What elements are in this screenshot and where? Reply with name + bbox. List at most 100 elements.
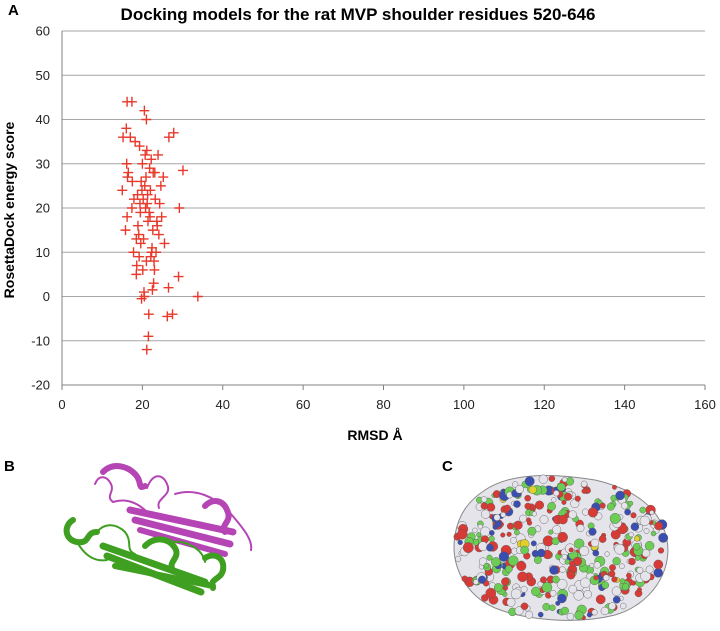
surface-atom bbox=[526, 520, 533, 526]
surface-atom bbox=[534, 500, 544, 510]
data-point bbox=[134, 141, 145, 152]
surface-atom bbox=[541, 582, 553, 593]
surface-atom bbox=[480, 509, 491, 519]
surface-atom bbox=[486, 554, 493, 561]
surface-atom bbox=[579, 545, 590, 556]
surface-atom bbox=[524, 502, 532, 510]
data-point bbox=[139, 105, 150, 116]
surface-atom bbox=[657, 547, 665, 554]
data-point bbox=[146, 154, 157, 165]
axis-layer bbox=[61, 31, 706, 390]
surface-atom bbox=[494, 583, 503, 592]
data-point bbox=[131, 260, 142, 271]
surface-atom bbox=[639, 515, 650, 527]
ribbon-structure-image bbox=[63, 463, 253, 596]
surface-atom bbox=[519, 514, 528, 523]
data-point bbox=[144, 207, 155, 218]
data-point bbox=[159, 238, 170, 249]
surface-atom bbox=[640, 570, 651, 582]
surface-atom bbox=[611, 576, 618, 583]
surface-atom bbox=[634, 555, 641, 561]
surface-atom bbox=[514, 529, 520, 536]
surface-atom bbox=[592, 549, 600, 557]
x-tick-label: 0 bbox=[58, 397, 65, 412]
data-point bbox=[117, 185, 128, 196]
x-tick-label: 160 bbox=[694, 397, 716, 412]
data-point bbox=[132, 220, 143, 231]
data-point bbox=[147, 284, 158, 295]
data-point bbox=[153, 229, 164, 240]
surface-atom bbox=[508, 555, 519, 566]
surface-atom bbox=[457, 539, 463, 546]
data-point bbox=[137, 158, 148, 169]
surface-atom bbox=[513, 500, 521, 508]
y-tick-label: 50 bbox=[36, 68, 50, 83]
surface-atom bbox=[513, 520, 523, 530]
surface-atom bbox=[503, 504, 511, 512]
surface-atom bbox=[561, 553, 568, 560]
data-point bbox=[145, 211, 156, 222]
x-tick-label: 80 bbox=[376, 397, 390, 412]
surface-atom bbox=[561, 499, 567, 505]
surface-atom bbox=[501, 577, 510, 586]
surface-atom bbox=[472, 527, 478, 533]
surface-atom bbox=[619, 578, 626, 584]
surface-atom bbox=[510, 537, 517, 544]
surface-atom bbox=[636, 566, 644, 574]
surface-atom bbox=[560, 606, 569, 615]
surface-atom bbox=[485, 587, 497, 599]
surface-atom bbox=[568, 547, 574, 553]
surface-atom bbox=[580, 480, 588, 488]
surface-atom bbox=[538, 474, 548, 484]
surface-atom bbox=[473, 579, 479, 585]
surface-atom bbox=[574, 495, 581, 502]
surface-atom bbox=[515, 484, 524, 494]
surface-atom bbox=[524, 476, 535, 487]
molecular-surface-image bbox=[453, 474, 669, 621]
surface-atom bbox=[591, 609, 598, 616]
surface-atom bbox=[653, 568, 663, 578]
grid-layer bbox=[62, 30, 705, 342]
data-point bbox=[177, 165, 188, 176]
data-point bbox=[130, 136, 141, 147]
surface-atom bbox=[566, 612, 575, 621]
surface-atom bbox=[552, 525, 562, 535]
y-tick-label: 10 bbox=[36, 245, 50, 260]
surface-atom bbox=[622, 583, 630, 591]
surface-atom bbox=[632, 542, 641, 551]
surface-atom bbox=[580, 577, 591, 589]
surface-atom bbox=[549, 604, 556, 612]
surface-atom bbox=[547, 502, 556, 511]
surface-atom bbox=[601, 581, 610, 589]
data-point bbox=[123, 167, 134, 178]
surface-atom bbox=[486, 503, 496, 512]
surface-atom bbox=[510, 588, 522, 600]
surface-atom bbox=[608, 602, 616, 610]
y-tick-label: 40 bbox=[36, 112, 50, 127]
surface-atom bbox=[491, 557, 501, 567]
data-point bbox=[154, 198, 165, 209]
surface-atom bbox=[615, 490, 625, 501]
surface-atom bbox=[645, 565, 654, 574]
data-point bbox=[136, 293, 147, 304]
surface-atom bbox=[590, 538, 600, 548]
surface-atom bbox=[493, 514, 501, 521]
x-tick-label: 60 bbox=[296, 397, 310, 412]
surface-atom bbox=[574, 538, 585, 549]
data-point bbox=[122, 211, 133, 222]
surface-atom bbox=[599, 502, 606, 509]
scatter-chart: Docking models for the rat MVP shoulder … bbox=[1, 5, 716, 443]
data-point bbox=[163, 132, 174, 143]
surface-atom bbox=[455, 555, 462, 562]
surface-atom bbox=[537, 548, 546, 558]
data-point bbox=[140, 149, 151, 160]
surface-atom bbox=[639, 506, 647, 514]
surface-atom bbox=[486, 543, 494, 552]
surface-atom bbox=[534, 556, 542, 564]
data-point bbox=[152, 220, 163, 231]
x-tick-label: 20 bbox=[135, 397, 149, 412]
surface-atom bbox=[658, 532, 669, 543]
surface-atom bbox=[574, 610, 584, 620]
data-point bbox=[173, 271, 184, 282]
